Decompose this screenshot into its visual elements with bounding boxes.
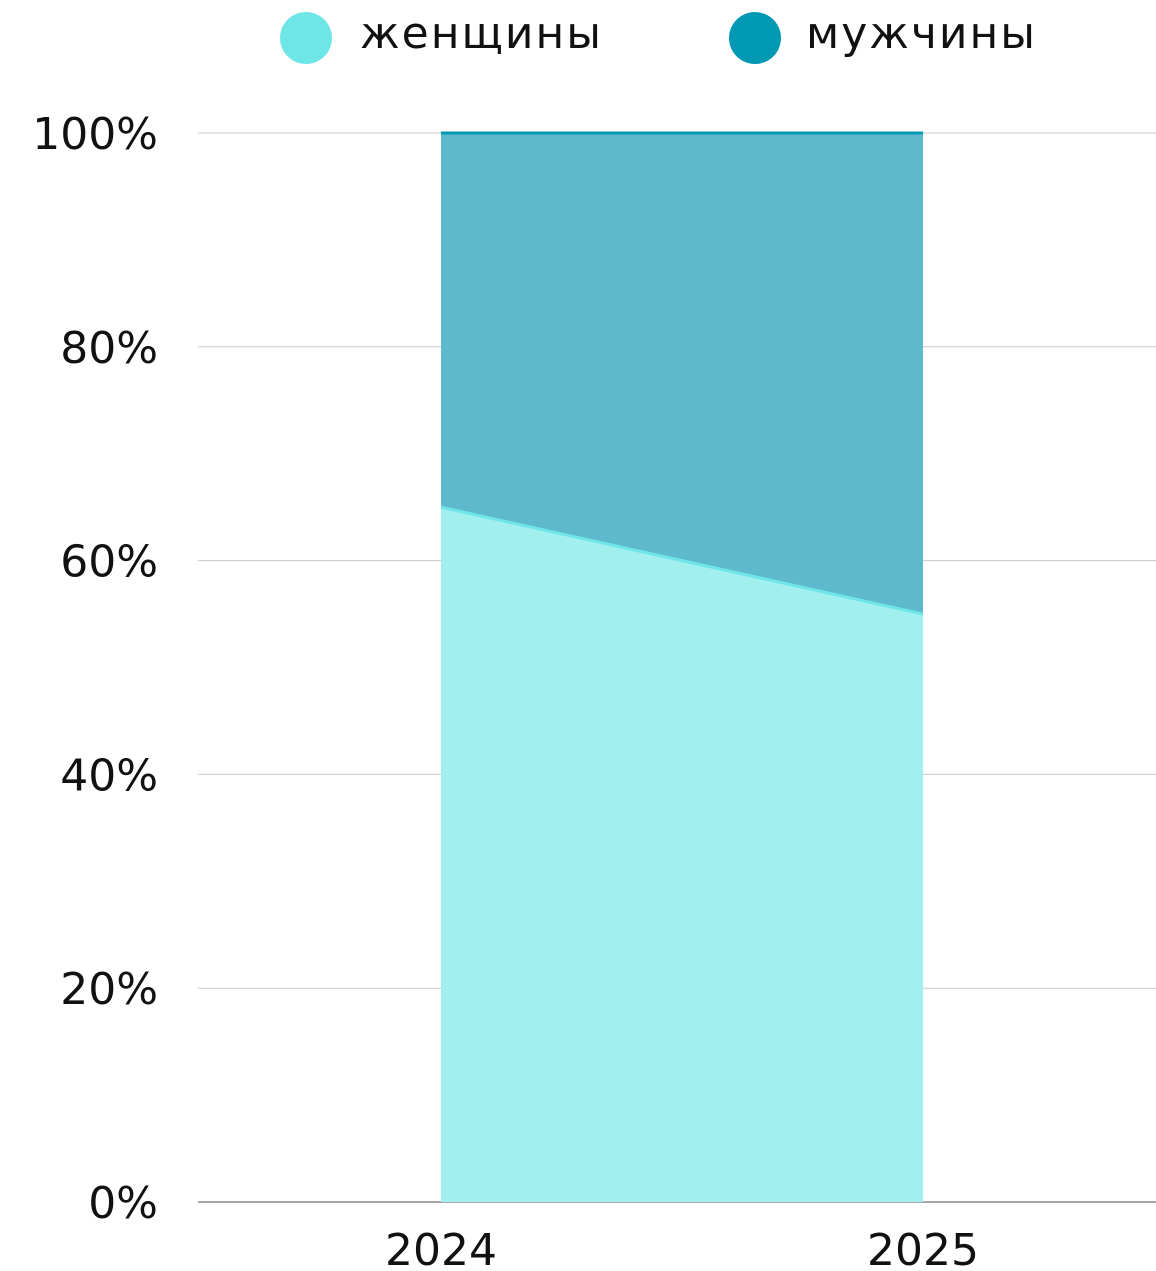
y-tick-label: 40%: [60, 750, 158, 801]
legend: женщины мужчины: [280, 8, 1037, 64]
area-women: [441, 507, 923, 1202]
y-tick-label: 20%: [60, 964, 158, 1015]
y-tick-label: 60%: [60, 537, 158, 588]
y-axis-ticks: 0% 20% 40% 60% 80% 100%: [32, 109, 158, 1229]
y-tick-label: 100%: [32, 109, 158, 160]
series-line-women: [440, 505, 924, 616]
area-men: [441, 133, 923, 615]
legend-marker-men: [729, 12, 781, 64]
y-tick-label: 80%: [60, 323, 158, 374]
legend-label-men: мужчины: [806, 8, 1037, 59]
legend-label-women: женщины: [360, 8, 603, 59]
x-tick-label: 2024: [385, 1225, 497, 1271]
y-tick-label: 0%: [88, 1178, 158, 1229]
area-series: [440, 131, 924, 1202]
x-axis-ticks: 2024 2025: [385, 1225, 979, 1271]
legend-marker-women: [280, 12, 332, 64]
x-tick-label: 2025: [867, 1225, 979, 1271]
